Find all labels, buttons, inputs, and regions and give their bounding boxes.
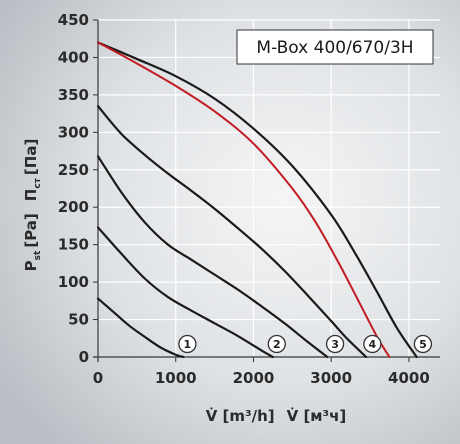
y-axis-title-ru: П xyxy=(22,189,40,202)
curve-marker-circle xyxy=(363,334,382,354)
series-line-2 xyxy=(96,226,274,359)
curve-marker-label: 3 xyxy=(331,338,339,351)
y-tick-label: 400 xyxy=(58,48,89,66)
curve-marker-label: 4 xyxy=(369,338,377,351)
y-axis-title-ru-sub: ст xyxy=(33,177,43,188)
chart-title: M-Box 400/670/3H xyxy=(256,38,413,58)
series-line-5 xyxy=(96,41,418,359)
curve-marker-label: 5 xyxy=(419,338,427,351)
curve-marker-label: 2 xyxy=(273,338,281,351)
x-tick-label: 4000 xyxy=(388,369,430,387)
y-tick-label: 100 xyxy=(58,273,89,291)
y-axis-title-en: P xyxy=(22,260,40,271)
curve-marker-circle xyxy=(178,334,197,354)
svg-text:Pst[Pa]Пст[Па]: Pst [Pa] Пст [Па] xyxy=(22,139,43,272)
series-line-1 xyxy=(96,297,185,359)
curve-marker-circle xyxy=(413,334,433,354)
series-line-3 xyxy=(96,155,329,359)
model-label-box: M-Box 400/670/3H xyxy=(236,29,434,65)
y-axis-title-ru-unit: [Па] xyxy=(22,139,40,175)
y-tick-label: 0 xyxy=(79,348,89,366)
curve-marker-circle xyxy=(267,334,286,354)
series-line-highlight xyxy=(97,41,391,358)
y-tick-label: 150 xyxy=(58,236,89,254)
x-tick-label: 2000 xyxy=(233,369,275,387)
y-axis-title: Pst [Pa] Пст [Па] xyxy=(22,139,43,272)
y-tick-label: 250 xyxy=(58,161,89,179)
x-tick-label: 0 xyxy=(93,369,103,387)
curve-markers: 1 2 3 4 5 xyxy=(178,334,433,354)
x-tick-label: 3000 xyxy=(310,369,352,387)
tick-labels: 0 50 100 150 200 250 300 350 400 450 0 1000 2000 3000… xyxy=(58,11,430,387)
svg-text:V̇ [m³/h]V̇ [м³ч]: V̇ [m³/h] V̇ [м³ч] xyxy=(206,406,347,425)
curve-marker-label: 1 xyxy=(184,338,192,351)
y-tick-label: 350 xyxy=(58,86,89,104)
x-tick-label: 1000 xyxy=(155,369,197,387)
y-tick-label: 300 xyxy=(58,123,89,141)
x-axis-title: V̇ [m³/h] V̇ [м³ч] xyxy=(206,406,347,425)
y-axis-title-en-sub: st xyxy=(33,250,43,260)
x-axis-title-ru: V̇ [м³ч] xyxy=(287,406,347,425)
axes xyxy=(93,19,440,362)
series-line-4 xyxy=(96,105,368,359)
y-tick-label: 200 xyxy=(58,198,89,216)
y-tick-label: 50 xyxy=(68,311,89,329)
x-axis-title-en: V̇ [m³/h] xyxy=(206,406,275,425)
curves xyxy=(96,41,418,359)
curve-marker-circle xyxy=(325,334,345,354)
y-axis-title-en-unit: [Pa] xyxy=(22,213,40,247)
y-tick-label: 450 xyxy=(58,11,89,29)
